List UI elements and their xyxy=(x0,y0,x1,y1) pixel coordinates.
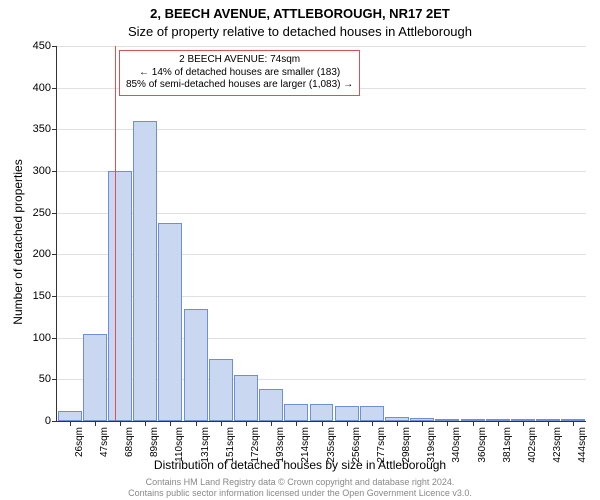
ytick-mark xyxy=(52,171,57,172)
ytick-label: 50 xyxy=(39,373,51,385)
xtick-mark xyxy=(447,421,448,426)
ytick-mark xyxy=(52,421,57,422)
xtick-mark xyxy=(573,421,574,426)
plot-area: 05010015020025030035040045026sqm47sqm68s… xyxy=(56,46,586,422)
histogram-bar xyxy=(234,375,258,421)
y-axis-label: Number of detached properties xyxy=(11,122,25,362)
xtick-label: 26sqm xyxy=(74,427,85,457)
ytick-mark xyxy=(52,88,57,89)
chart-title-line1: 2, BEECH AVENUE, ATTLEBOROUGH, NR17 2ET xyxy=(0,6,600,21)
ytick-mark xyxy=(52,254,57,255)
footer-line2: Contains public sector information licen… xyxy=(0,488,600,498)
ytick-label: 100 xyxy=(33,332,51,344)
xtick-mark xyxy=(296,421,297,426)
xtick-mark xyxy=(271,421,272,426)
xtick-mark xyxy=(347,421,348,426)
ytick-label: 0 xyxy=(45,415,51,427)
ytick-mark xyxy=(52,213,57,214)
xtick-mark xyxy=(548,421,549,426)
ytick-mark xyxy=(52,296,57,297)
xtick-mark xyxy=(70,421,71,426)
histogram-bar xyxy=(335,406,359,421)
histogram-bar xyxy=(310,404,334,421)
histogram-bar xyxy=(158,223,182,421)
xtick-label: 110sqm xyxy=(174,427,185,462)
ytick-label: 200 xyxy=(33,248,51,260)
xtick-mark xyxy=(322,421,323,426)
histogram-bar xyxy=(360,406,384,421)
xtick-mark xyxy=(473,421,474,426)
ytick-mark xyxy=(52,338,57,339)
histogram-bar xyxy=(108,171,132,421)
histogram-bar xyxy=(58,411,82,421)
xtick-mark xyxy=(397,421,398,426)
footer-attribution: Contains HM Land Registry data © Crown c… xyxy=(0,477,600,498)
histogram-bar xyxy=(184,309,208,422)
annotation-line3: 85% of semi-detached houses are larger (… xyxy=(126,79,353,92)
histogram-bar xyxy=(133,121,157,421)
footer-line1: Contains HM Land Registry data © Crown c… xyxy=(0,477,600,487)
ytick-label: 300 xyxy=(33,165,51,177)
histogram-bar xyxy=(209,359,233,422)
annotation-line2: ← 14% of detached houses are smaller (18… xyxy=(126,67,353,80)
ytick-mark xyxy=(52,129,57,130)
x-axis-label: Distribution of detached houses by size … xyxy=(0,458,600,472)
xtick-label: 68sqm xyxy=(124,427,135,457)
ytick-mark xyxy=(52,46,57,47)
ytick-label: 150 xyxy=(33,290,51,302)
annotation-box: 2 BEECH AVENUE: 74sqm← 14% of detached h… xyxy=(119,50,360,96)
xtick-mark xyxy=(246,421,247,426)
chart-root: 2, BEECH AVENUE, ATTLEBOROUGH, NR17 2ET … xyxy=(0,0,600,500)
ytick-label: 350 xyxy=(33,123,51,135)
ytick-mark xyxy=(52,379,57,380)
xtick-mark xyxy=(95,421,96,426)
ytick-label: 400 xyxy=(33,82,51,94)
reference-line xyxy=(115,46,116,421)
xtick-mark xyxy=(422,421,423,426)
histogram-bar xyxy=(259,389,283,421)
xtick-mark xyxy=(145,421,146,426)
histogram-bar xyxy=(284,404,308,421)
xtick-mark xyxy=(170,421,171,426)
histogram-bar xyxy=(83,334,107,422)
ytick-label: 450 xyxy=(33,40,51,52)
xtick-mark xyxy=(120,421,121,426)
xtick-label: 47sqm xyxy=(99,427,110,457)
xtick-mark xyxy=(221,421,222,426)
ytick-label: 250 xyxy=(33,207,51,219)
xtick-mark xyxy=(498,421,499,426)
annotation-line1: 2 BEECH AVENUE: 74sqm xyxy=(126,54,353,67)
xtick-label: 89sqm xyxy=(149,427,160,457)
xtick-mark xyxy=(523,421,524,426)
gridline xyxy=(57,46,586,47)
xtick-mark xyxy=(196,421,197,426)
chart-title-line2: Size of property relative to detached ho… xyxy=(0,24,600,39)
xtick-mark xyxy=(372,421,373,426)
